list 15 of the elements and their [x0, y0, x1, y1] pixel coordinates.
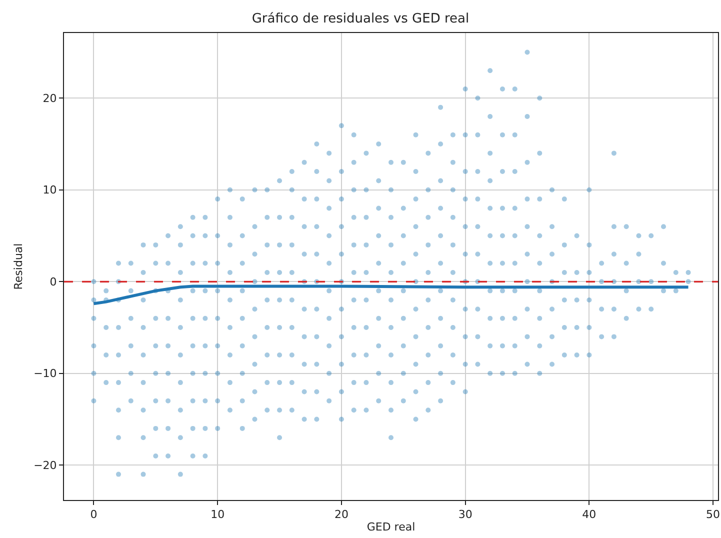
y-tick-label: 0: [50, 275, 57, 288]
y-tick-label: 10: [42, 184, 57, 197]
x-tick-label: 30: [458, 508, 472, 522]
x-axis-title: GED real: [366, 520, 416, 534]
y-tick-label: 20: [42, 92, 57, 105]
y-tick-label: −20: [34, 458, 57, 472]
x-tick-label: 0: [90, 508, 98, 522]
chart-title: Gráfico de residuales vs GED real: [252, 11, 470, 26]
y-tick-label: −10: [34, 367, 57, 380]
line-series: [92, 284, 690, 306]
x-tick-label: 50: [706, 508, 720, 522]
x-tick-label: 40: [582, 508, 596, 522]
y-axis-title: Residual: [12, 243, 26, 290]
x-tick-label: 10: [210, 508, 225, 522]
x-tick-label: 20: [334, 508, 348, 522]
